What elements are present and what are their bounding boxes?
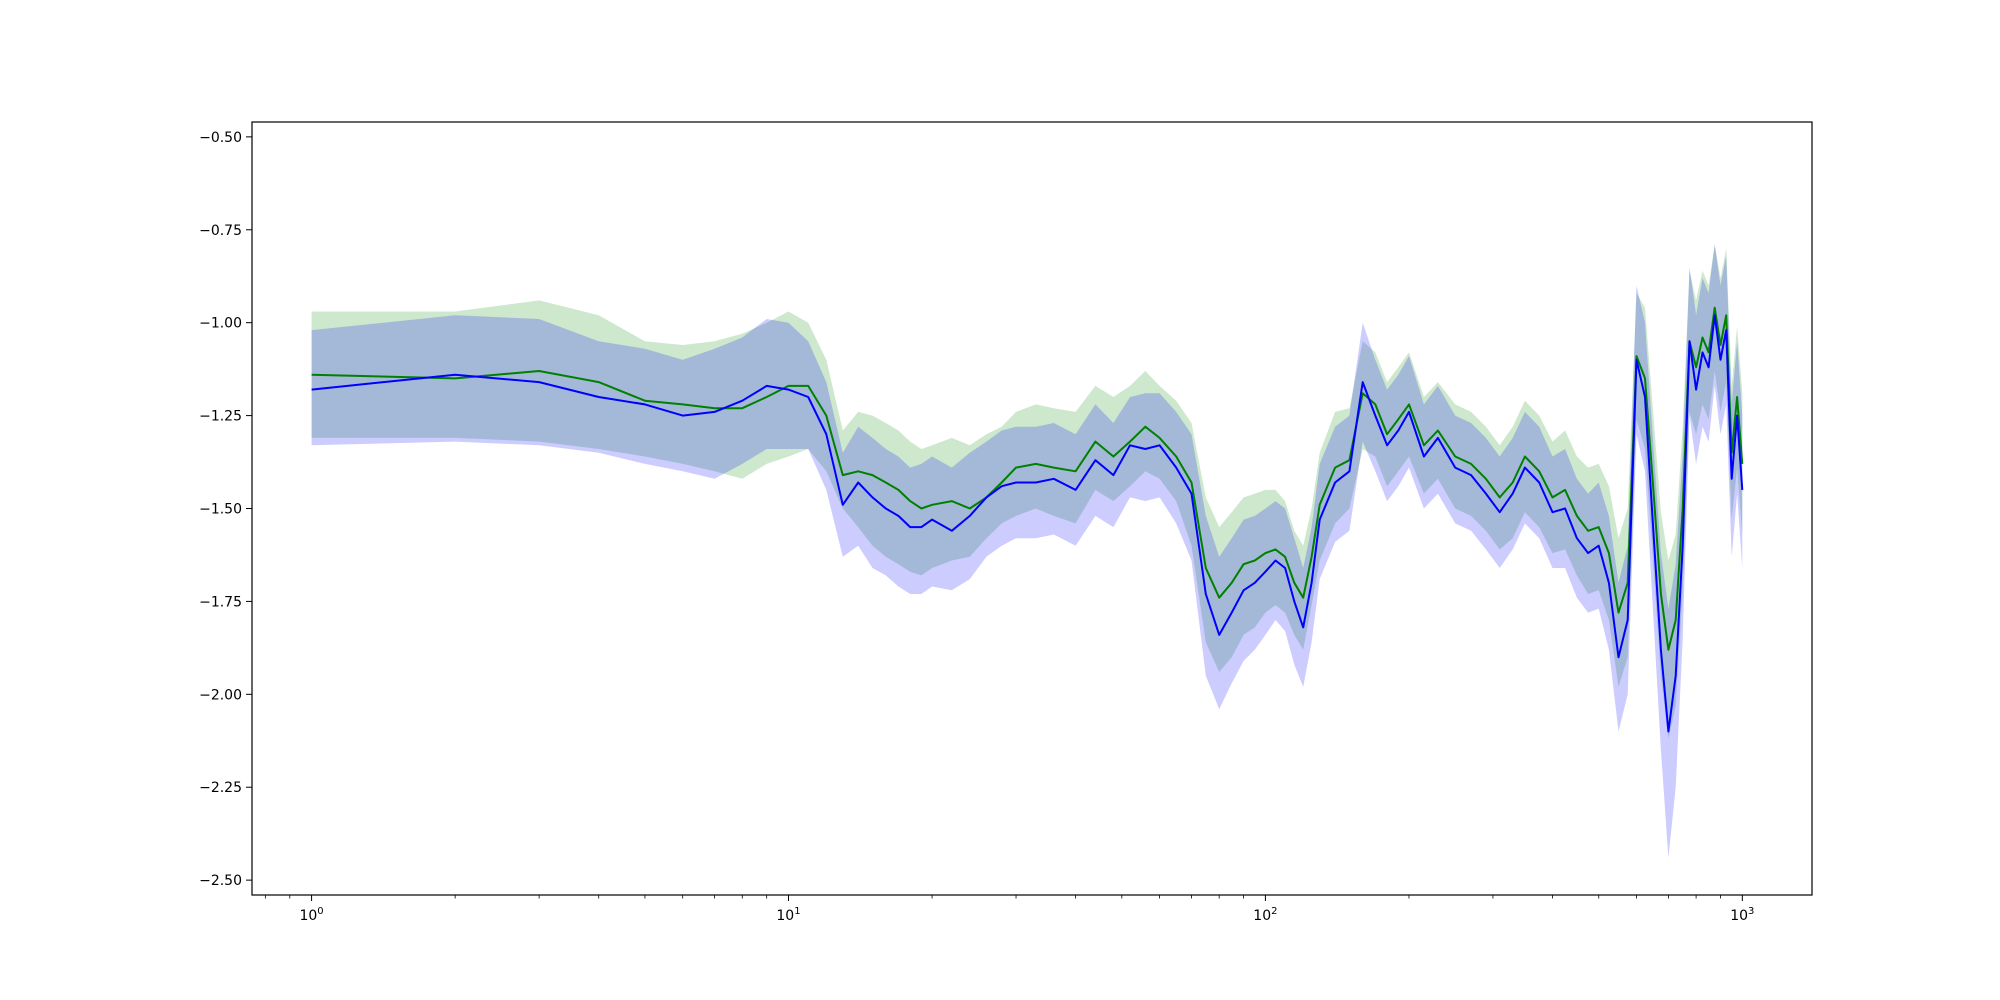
y-tick-label: −0.75 xyxy=(199,223,242,239)
confidence-bands xyxy=(311,244,1743,858)
x-tick-label: 103 xyxy=(1730,906,1754,924)
y-tick-label: −1.25 xyxy=(199,409,242,425)
y-tick-label: −1.75 xyxy=(199,594,242,610)
y-tick-label: −1.50 xyxy=(199,502,242,518)
series-lines xyxy=(311,306,1744,733)
band-series-2 xyxy=(311,244,1743,858)
x-axis: 100 101 102 103 xyxy=(264,895,1754,924)
y-tick-label: −2.00 xyxy=(199,687,242,703)
y-tick-label: −0.50 xyxy=(199,130,242,146)
y-tick-label: −1.00 xyxy=(199,316,242,332)
line-series-1 xyxy=(311,306,1744,651)
band-series-1 xyxy=(311,244,1743,739)
y-tick-label: −2.50 xyxy=(199,873,242,889)
y-axis: −0.50 −0.75 −1.00 −1.25 −1.50 −1.75 −2.00 −2.25… xyxy=(199,130,252,889)
x-tick-label: 101 xyxy=(776,906,800,924)
y-tick-label: −2.25 xyxy=(199,780,242,796)
x-tick-label: 102 xyxy=(1253,906,1277,924)
x-tick-label: 100 xyxy=(299,906,323,924)
line-series-2 xyxy=(311,314,1744,733)
